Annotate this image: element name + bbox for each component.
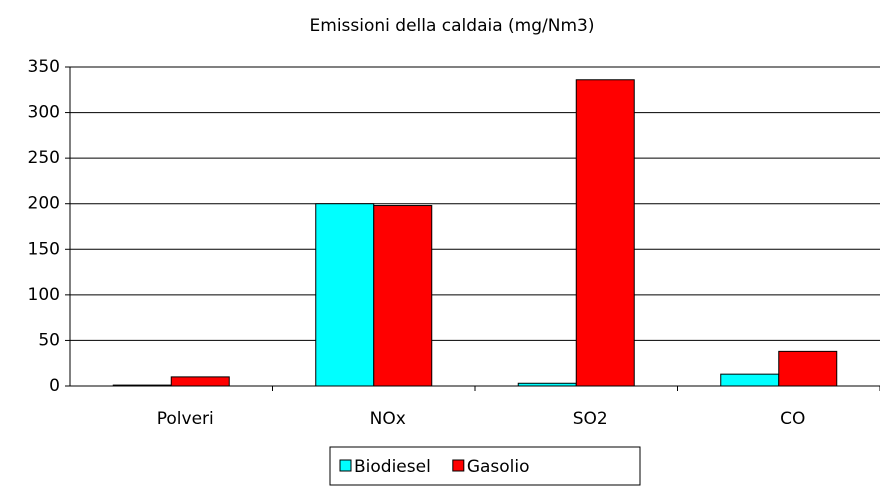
y-tick-label: 150 bbox=[28, 239, 60, 259]
bar bbox=[373, 205, 433, 387]
legend-box bbox=[329, 446, 641, 486]
x-tick-label: SO2 bbox=[573, 409, 608, 429]
legend-label: Biodiesel bbox=[354, 457, 431, 477]
bar bbox=[170, 376, 230, 387]
chart-title: Emissioni della caldaia (mg/Nm3) bbox=[310, 16, 595, 36]
bar bbox=[720, 373, 780, 387]
y-tick-label: 50 bbox=[38, 330, 60, 350]
y-tick-label: 300 bbox=[28, 103, 60, 123]
y-tick-label: 0 bbox=[49, 376, 60, 396]
bar bbox=[517, 382, 577, 387]
y-tick-label: 200 bbox=[28, 194, 60, 214]
bar bbox=[315, 203, 375, 387]
legend-label: Gasolio bbox=[467, 457, 530, 477]
y-tick-label: 100 bbox=[28, 285, 60, 305]
x-tick-label: CO bbox=[780, 409, 805, 429]
legend-swatch bbox=[339, 459, 352, 472]
bar bbox=[575, 79, 635, 387]
x-tick-label: Polveri bbox=[157, 409, 214, 429]
legend-swatch bbox=[452, 459, 465, 472]
bar bbox=[112, 384, 172, 387]
y-tick-label: 250 bbox=[28, 148, 60, 168]
x-tick-label: NOx bbox=[370, 409, 406, 429]
bar bbox=[778, 350, 838, 387]
y-tick-label: 350 bbox=[28, 57, 60, 77]
